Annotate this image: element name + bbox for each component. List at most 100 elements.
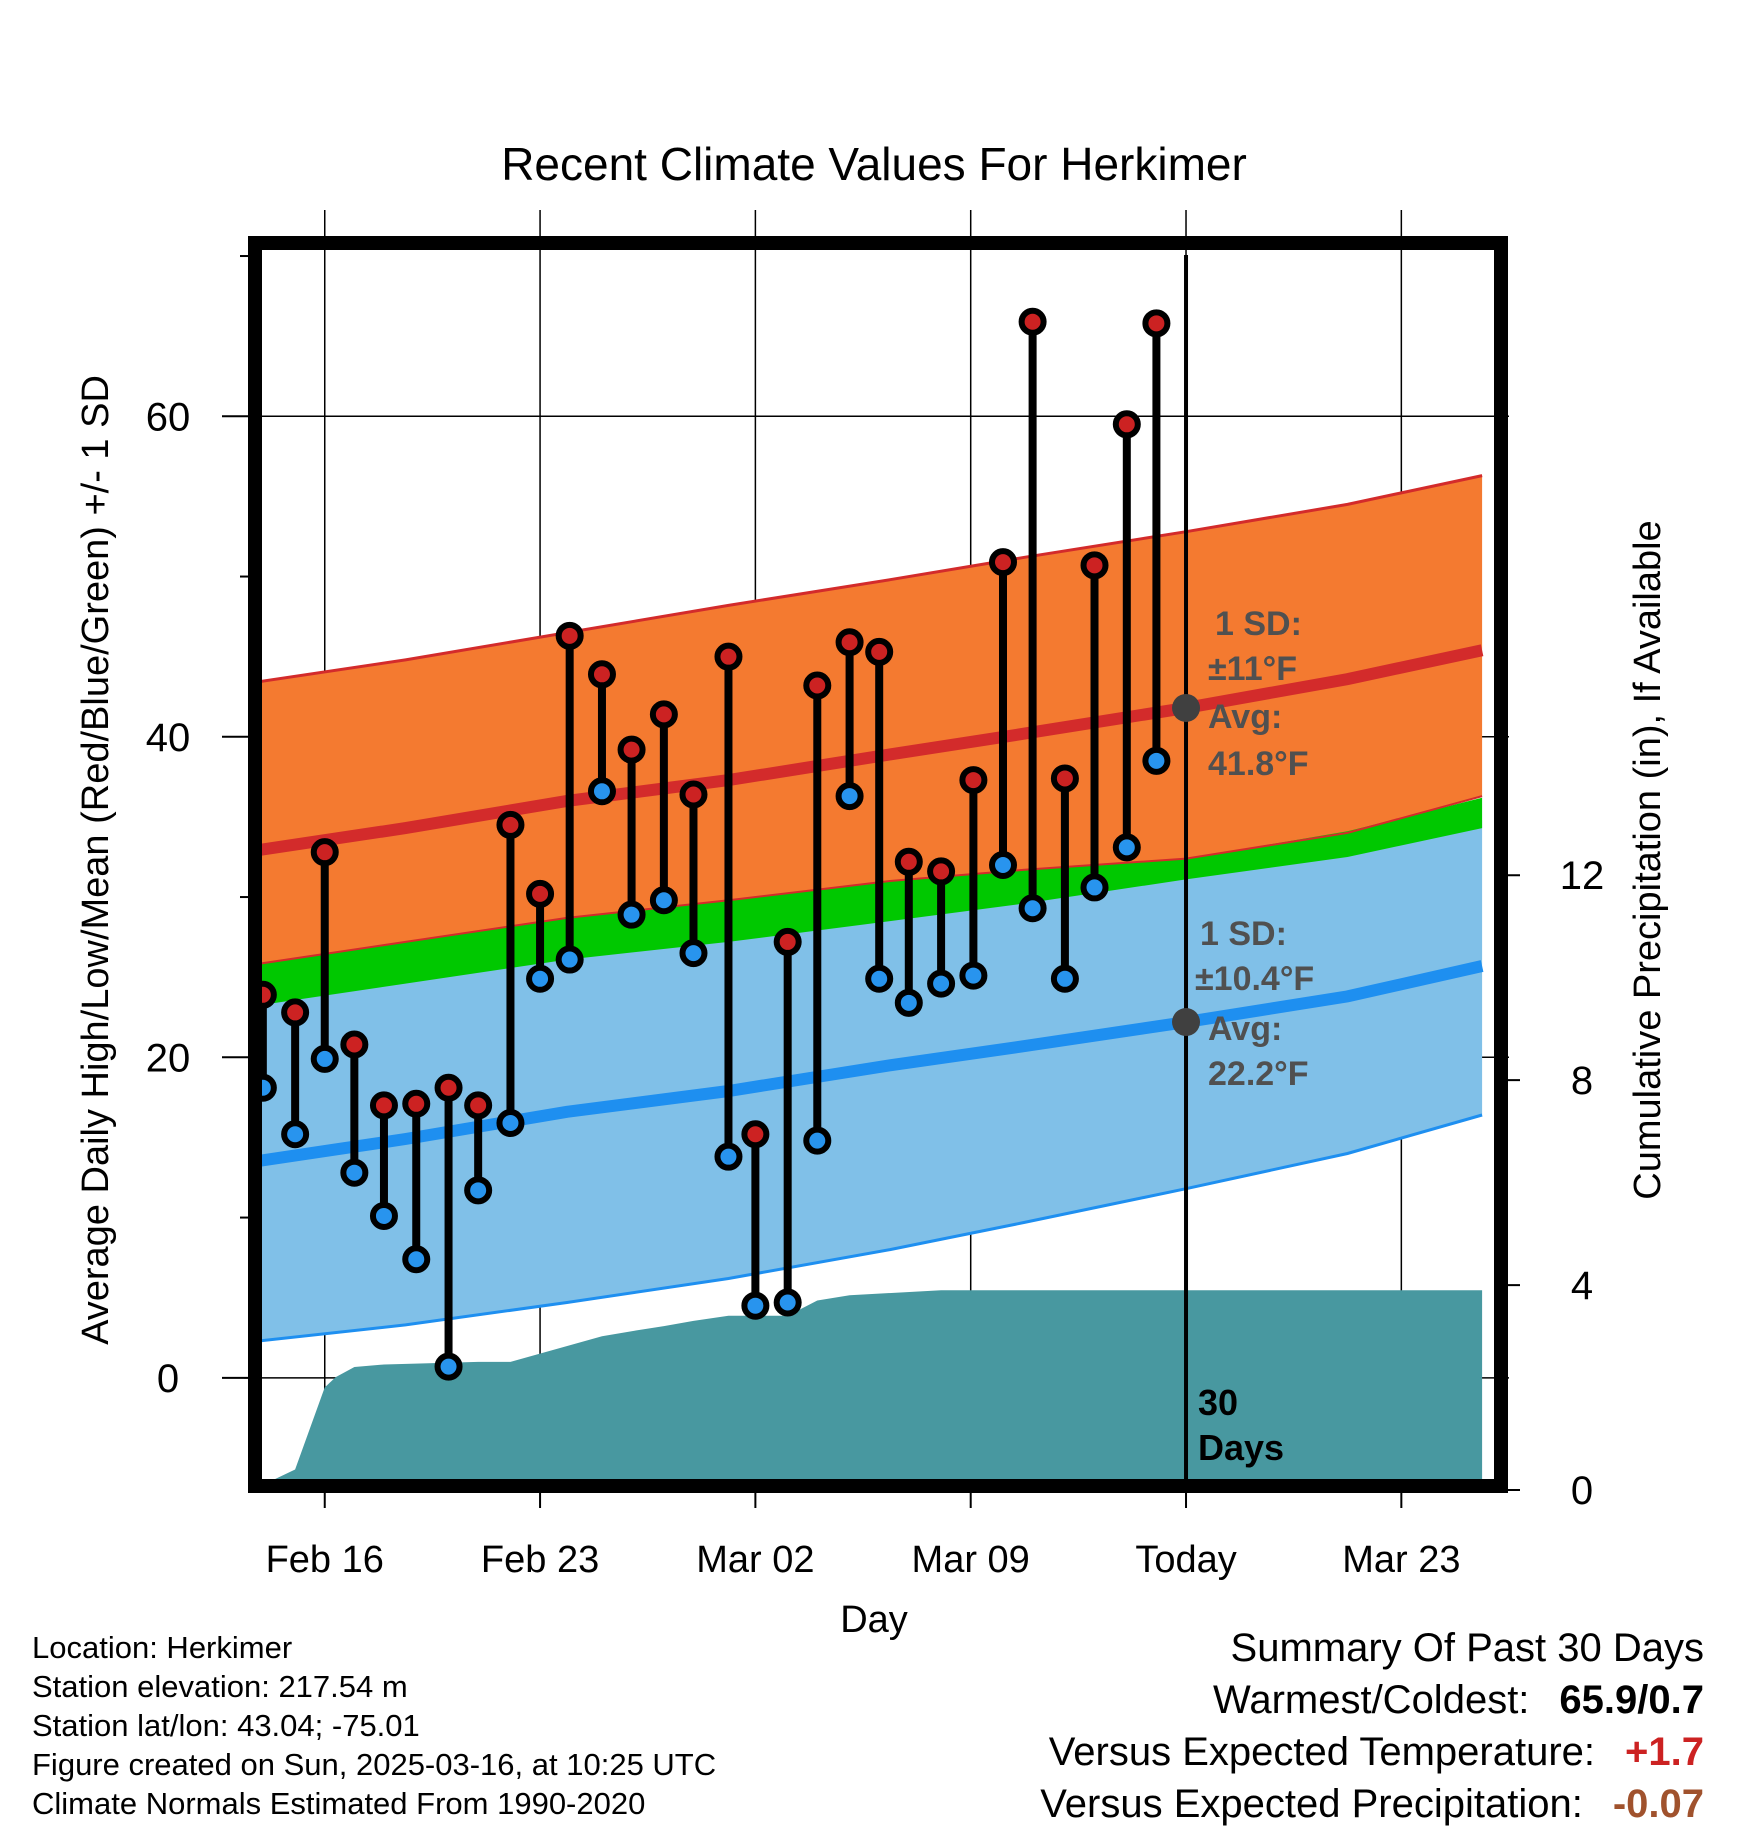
precip-value: -0.07 — [1612, 1782, 1704, 1826]
y2-tick-label: 4 — [1571, 1264, 1593, 1308]
obs-high-point — [803, 671, 832, 700]
temp-value: +1.7 — [1625, 1730, 1704, 1774]
obs-high-point — [464, 1091, 493, 1120]
normal-annotations: 1 SD: ±11°F Avg: 41.8°F 1 SD: ±10.4°F Avg: 22.2… — [1172, 605, 1314, 1093]
y2-axis-label: Cumulative Precipitation (in), If Availa… — [1627, 520, 1669, 1199]
obs-low-point — [496, 1109, 525, 1138]
obs-high-point — [894, 847, 923, 876]
obs-low-point — [1018, 894, 1047, 923]
axes: 0 20 40 60 0 4 8 12 Feb 16 Feb 23 Mar 02 Mar 09 Toda… — [146, 255, 1605, 1581]
obs-high-point — [434, 1073, 463, 1102]
low-avg-value: 22.2°F — [1208, 1055, 1309, 1093]
obs-low-point — [555, 945, 584, 974]
obs-low-point — [989, 851, 1017, 879]
y-tick-label: 20 — [146, 1036, 191, 1080]
obs-low-point — [894, 988, 923, 1017]
obs-high-point — [927, 857, 956, 886]
obs-low-point — [959, 961, 988, 990]
obs-low-point — [741, 1291, 770, 1320]
low-mean-line — [262, 960, 1484, 1167]
obs-high-point — [617, 735, 646, 764]
obs-low-point — [281, 1120, 310, 1149]
obs-high-point — [281, 998, 310, 1027]
obs-high-point — [587, 660, 616, 689]
location-text: Location: Herkimer — [32, 1630, 293, 1665]
obs-high-point — [959, 766, 988, 795]
obs-high-point — [741, 1120, 770, 1149]
chart-title: Recent Climate Values For Herkimer — [501, 138, 1247, 190]
obs-low-point — [1080, 873, 1109, 902]
obs-high-point — [526, 879, 555, 908]
obs-high-point — [835, 628, 864, 657]
obs-high-point — [714, 642, 743, 671]
high-avg-label: Avg: — [1208, 698, 1282, 736]
obs-low-point — [1142, 746, 1171, 775]
obs-high-point — [1112, 410, 1141, 439]
y-tick-label: 60 — [146, 395, 191, 439]
plot-border — [248, 236, 1508, 1493]
high-avg-value: 41.8°F — [1208, 745, 1309, 783]
obs-high-point — [865, 637, 894, 666]
temp-label: Versus Expected Temperature: — [1048, 1730, 1596, 1774]
obs-high-point — [989, 548, 1017, 577]
obs-high-point — [679, 780, 708, 809]
obs-low-point — [340, 1158, 369, 1187]
today-days-label: Days — [1198, 1427, 1284, 1468]
elevation-text: Station elevation: 217.54 m — [32, 1669, 408, 1704]
high-mean-line — [262, 644, 1484, 856]
obs-low-point — [773, 1288, 802, 1317]
latlon-text: Station lat/lon: 43.04; -75.01 — [32, 1708, 420, 1743]
high-sd-label: 1 SD: — [1215, 605, 1302, 643]
station-info: Location: Herkimer Station elevation: 21… — [32, 1628, 716, 1823]
x-tick-label: Feb 23 — [481, 1539, 599, 1581]
y2-tick-label: 8 — [1571, 1059, 1593, 1103]
obs-low-point — [617, 900, 646, 929]
high-lower-line — [262, 795, 1483, 965]
precip-label: Versus Expected Precipitation: — [1040, 1782, 1583, 1826]
precipitation-fill — [273, 1290, 1483, 1480]
obs-high-point — [340, 1030, 369, 1059]
obs-high-point — [496, 810, 525, 839]
obs-high-point — [773, 927, 802, 956]
today-days-count: 30 — [1198, 1382, 1238, 1423]
obs-low-point — [464, 1176, 493, 1205]
obs-low-point — [803, 1126, 832, 1155]
y2-tick-label: 0 — [1571, 1469, 1593, 1513]
obs-low-point — [835, 782, 864, 811]
low-sd-label: 1 SD: — [1200, 915, 1287, 953]
obs-high-point — [555, 621, 584, 650]
obs-high-point — [1050, 764, 1079, 793]
y2-tick-label: 12 — [1560, 854, 1605, 898]
y-tick-label: 0 — [157, 1357, 179, 1401]
obs-low-point — [1112, 833, 1141, 862]
low-avg-label: Avg: — [1208, 1010, 1282, 1048]
high-sd-value: ±11°F — [1208, 650, 1297, 688]
high-upper-line — [262, 474, 1483, 683]
obs-low-point — [649, 886, 678, 915]
obs-low-point — [310, 1044, 339, 1073]
obs-low-point — [679, 939, 708, 968]
summary-panel: Summary Of Past 30 Days Warmest/Coldest:… — [1040, 1622, 1704, 1830]
x-axis-label: Day — [840, 1599, 908, 1641]
x-tick-label: Mar 09 — [912, 1539, 1030, 1581]
obs-low-point — [526, 964, 555, 993]
obs-low-point — [434, 1352, 463, 1381]
obs-low-point — [1050, 964, 1079, 993]
obs-low-point — [402, 1245, 431, 1274]
y-axis-label: Average Daily High/Low/Mean (Red/Blue/Gr… — [75, 375, 117, 1345]
obs-high-point — [310, 838, 339, 867]
obs-low-point — [927, 969, 956, 998]
observation-markers — [248, 307, 1171, 1381]
warmest-label: Warmest/Coldest: — [1213, 1678, 1530, 1722]
plot-frame — [248, 236, 1508, 1493]
warmest-value: 65.9/0.7 — [1559, 1678, 1704, 1722]
obs-low-point — [714, 1142, 743, 1171]
obs-low-point — [587, 777, 616, 806]
obs-high-point — [1018, 307, 1047, 336]
low-lower-line — [262, 1113, 1483, 1343]
created-text: Figure created on Sun, 2025-03-16, at 10… — [32, 1747, 717, 1782]
summary-title: Summary Of Past 30 Days — [1230, 1626, 1704, 1670]
normals-text: Climate Normals Estimated From 1990-2020 — [32, 1786, 646, 1821]
